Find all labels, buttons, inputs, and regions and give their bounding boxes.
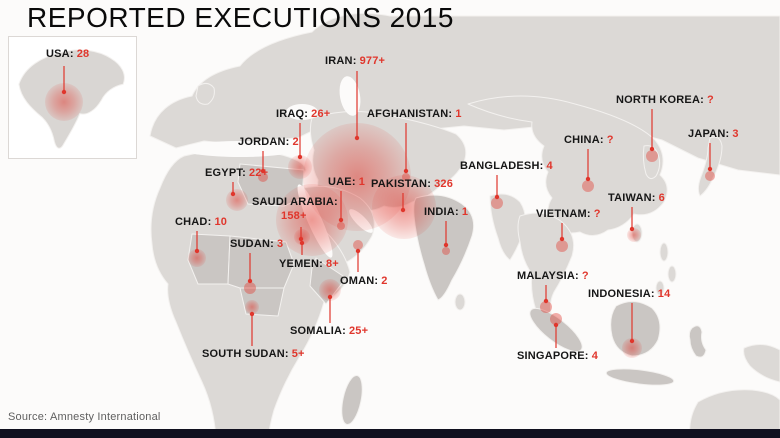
north-america-map bbox=[18, 49, 125, 149]
country-borneo bbox=[610, 301, 661, 357]
page-title: REPORTED EXECUTIONS 2015 bbox=[27, 2, 454, 33]
landmass-philippines-2 bbox=[667, 265, 677, 283]
landmass-east-asia bbox=[467, 95, 668, 236]
bottom-bar bbox=[0, 429, 780, 438]
sea-black bbox=[286, 104, 318, 120]
country-sulawesi bbox=[688, 325, 707, 358]
landmass-korea bbox=[642, 145, 661, 180]
country-sudan bbox=[227, 235, 295, 289]
landmass-eurasia-north bbox=[149, 12, 780, 176]
country-india bbox=[413, 194, 475, 301]
landmass-north-america bbox=[18, 49, 125, 149]
landmass-uk bbox=[195, 82, 215, 105]
sea-caspian bbox=[339, 76, 361, 116]
landmass-sri-lanka bbox=[454, 293, 466, 311]
country-south-sudan bbox=[239, 287, 285, 317]
usa-inset-box bbox=[8, 36, 137, 159]
landmass-philippines-1 bbox=[659, 242, 669, 262]
country-egypt bbox=[237, 163, 305, 207]
landmass-new-guinea bbox=[743, 344, 780, 383]
landmass-philippines-3 bbox=[655, 280, 665, 296]
country-sumatra bbox=[529, 307, 583, 353]
sea-mediterranean bbox=[182, 141, 298, 157]
landmass-myanmar bbox=[489, 193, 526, 261]
country-java bbox=[605, 368, 675, 386]
source-attribution: Source: Amnesty International bbox=[8, 411, 161, 423]
landmass-taiwan bbox=[631, 223, 643, 243]
country-madagascar bbox=[341, 374, 363, 426]
landmass-australia bbox=[689, 389, 780, 438]
